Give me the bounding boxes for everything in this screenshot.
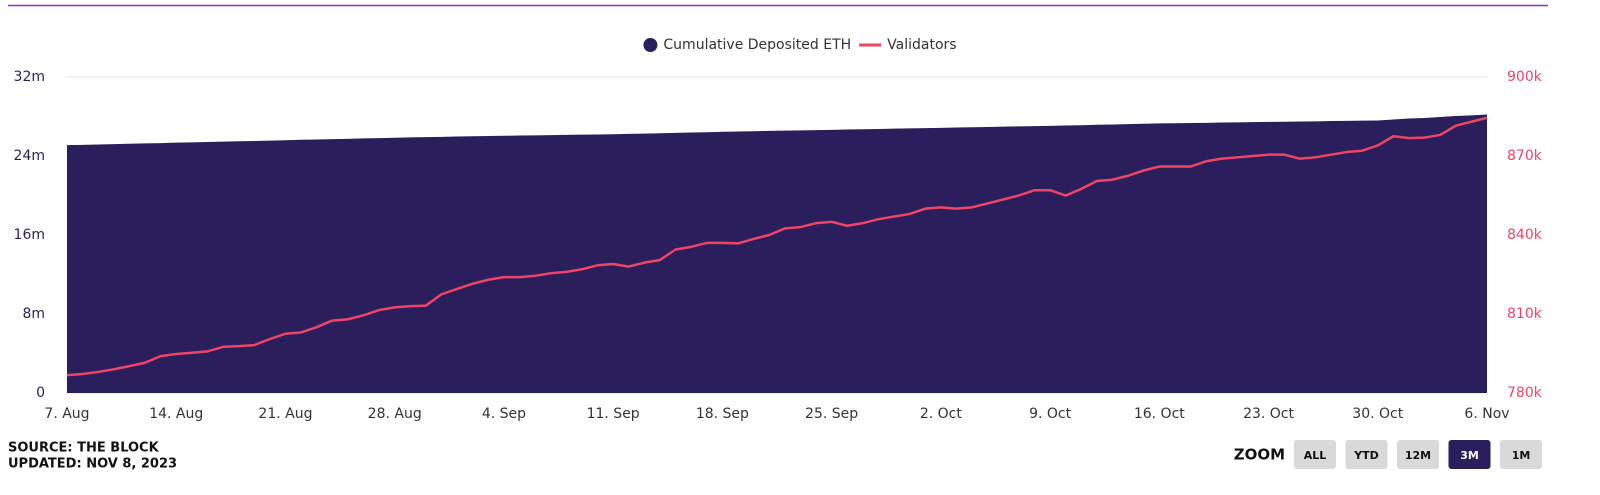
- zoom-button-label[interactable]: 3M: [1460, 449, 1479, 462]
- legend-symbol: [643, 38, 658, 52]
- zoom-label: ZOOM: [1234, 446, 1285, 464]
- x-tick-label: 21. Aug: [258, 406, 312, 422]
- x-tick-label: 16. Oct: [1134, 406, 1185, 422]
- x-tick-label: 18. Sep: [696, 406, 749, 422]
- x-tick-label: 7. Aug: [44, 406, 89, 422]
- x-tick-label: 6. Nov: [1464, 406, 1509, 422]
- x-tick-label: 30. Oct: [1352, 406, 1403, 422]
- legend-label[interactable]: Validators: [887, 37, 956, 53]
- zoom-button[interactable]: [1397, 440, 1439, 469]
- y2-tick-label: 870k: [1507, 148, 1543, 164]
- zoom-button-label[interactable]: 1M: [1512, 449, 1531, 462]
- zoom-button-label[interactable]: 12M: [1405, 449, 1431, 462]
- y-tick-label: 8m: [22, 306, 45, 322]
- y-tick-label: 32m: [14, 69, 45, 85]
- legend-label[interactable]: Cumulative Deposited ETH: [663, 37, 851, 53]
- y-tick-label: 0: [36, 385, 45, 401]
- validators-line: [66, 116, 1488, 377]
- y-tick-label: 24m: [14, 148, 45, 164]
- zoom-button[interactable]: [1345, 440, 1388, 469]
- y2-tick-label: 840k: [1507, 227, 1543, 243]
- y2-tick-label: 900k: [1507, 69, 1543, 85]
- zoom-button-label[interactable]: ALL: [1304, 449, 1327, 462]
- x-tick-label: 28. Aug: [368, 406, 422, 422]
- x-tick-label: 2. Oct: [920, 406, 963, 422]
- x-tick-label: 4. Sep: [482, 406, 526, 422]
- x-tick-label: 11. Sep: [587, 406, 640, 422]
- x-tick-label: 23. Oct: [1243, 406, 1294, 422]
- x-tick-label: 9. Oct: [1029, 406, 1072, 422]
- zoom-button-label[interactable]: YTD: [1353, 449, 1379, 462]
- x-tick-label: 14. Aug: [149, 406, 203, 422]
- x-tick-label: 25. Sep: [805, 406, 858, 422]
- y-tick-label: 16m: [14, 227, 45, 243]
- source: SOURCE: THE BLOCK: [8, 441, 160, 456]
- zoom-button[interactable]: [1294, 440, 1336, 469]
- y2-tick-label: 810k: [1507, 306, 1543, 322]
- y2-tick-label: 780k: [1507, 385, 1543, 401]
- updated: UPDATED: NOV 8, 2023: [8, 457, 177, 472]
- eth-area: [67, 114, 1487, 394]
- zoom-button[interactable]: [1500, 440, 1542, 469]
- zoom-button[interactable]: [1448, 440, 1491, 469]
